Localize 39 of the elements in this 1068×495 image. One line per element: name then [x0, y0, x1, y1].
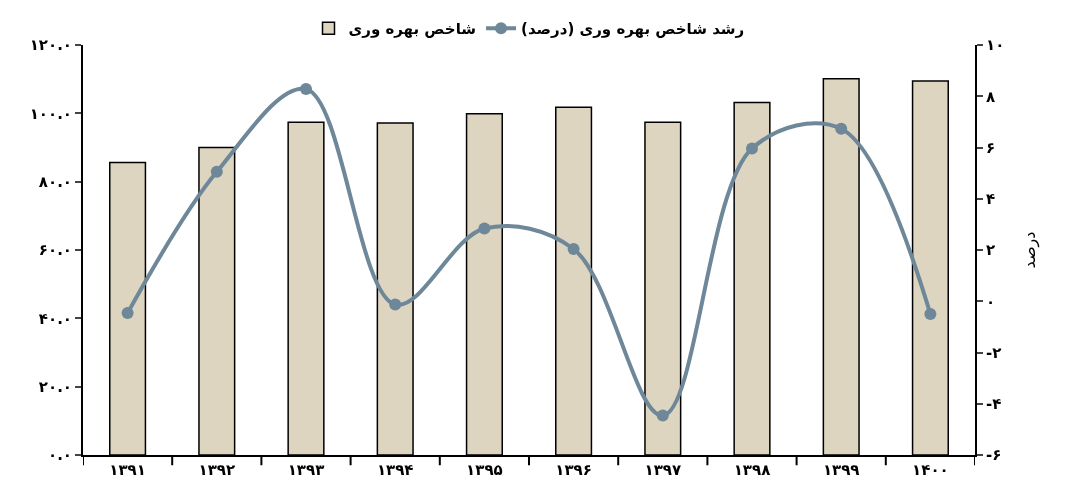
legend-label: شاخص بهره وری	[348, 20, 477, 39]
point	[210, 165, 223, 178]
y2-tick-label: -۶	[986, 446, 1002, 465]
point	[121, 307, 134, 320]
point	[478, 222, 491, 235]
legend-label: رشد شاخص بهره وری (درصد)	[521, 20, 745, 39]
y2-tick-label: ۱۰	[986, 36, 1005, 55]
point	[656, 409, 669, 422]
point	[835, 122, 848, 135]
x-tick-label: ۱۳۹۱	[109, 461, 146, 479]
x-tick-label: ۱۳۹۲	[198, 461, 236, 479]
y-tick-label: ۲۰.۰	[38, 377, 72, 396]
y2-tick-label: ۶	[986, 138, 996, 157]
y-tick-label: ۱۲۰.۰	[29, 36, 72, 55]
y-tick-label: ۱۰۰.۰	[29, 104, 72, 123]
x-tick-label: ۱۳۹۴	[376, 461, 414, 479]
y-tick-label: ۸۰.۰	[38, 172, 72, 191]
point	[389, 298, 402, 311]
y2-tick-label: ۸	[986, 87, 996, 106]
y2-tick-label: ۴	[986, 190, 996, 208]
y-tick-label: ۴۰.۰	[38, 309, 72, 328]
x-tick-label: ۱۳۹۸	[733, 461, 771, 479]
y2-tick-label: ۲	[986, 241, 996, 260]
x-tick-label: ۱۳۹۵	[466, 461, 503, 479]
y2-tick-label: -۴	[986, 395, 1002, 413]
x-tick-label: ۱۳۹۹	[822, 461, 860, 479]
point	[567, 242, 580, 255]
x-tick-label: ۱۳۹۷	[644, 461, 682, 479]
x-tick-label: ۱۴۰۰	[912, 461, 949, 479]
y2-tick-label: -۲	[986, 343, 1002, 362]
x-tick-label: ۱۳۹۶	[555, 461, 592, 479]
point	[924, 308, 937, 321]
y2-axis-title: درصد	[1019, 231, 1040, 269]
y-tick-label: ۶۰.۰	[38, 241, 72, 260]
y2-tick-label: ۰	[986, 292, 996, 311]
point	[300, 83, 312, 96]
x-tick-label: ۱۳۹۳	[287, 461, 325, 479]
point	[746, 142, 758, 155]
y-tick-label: ۰.۰	[47, 446, 72, 465]
